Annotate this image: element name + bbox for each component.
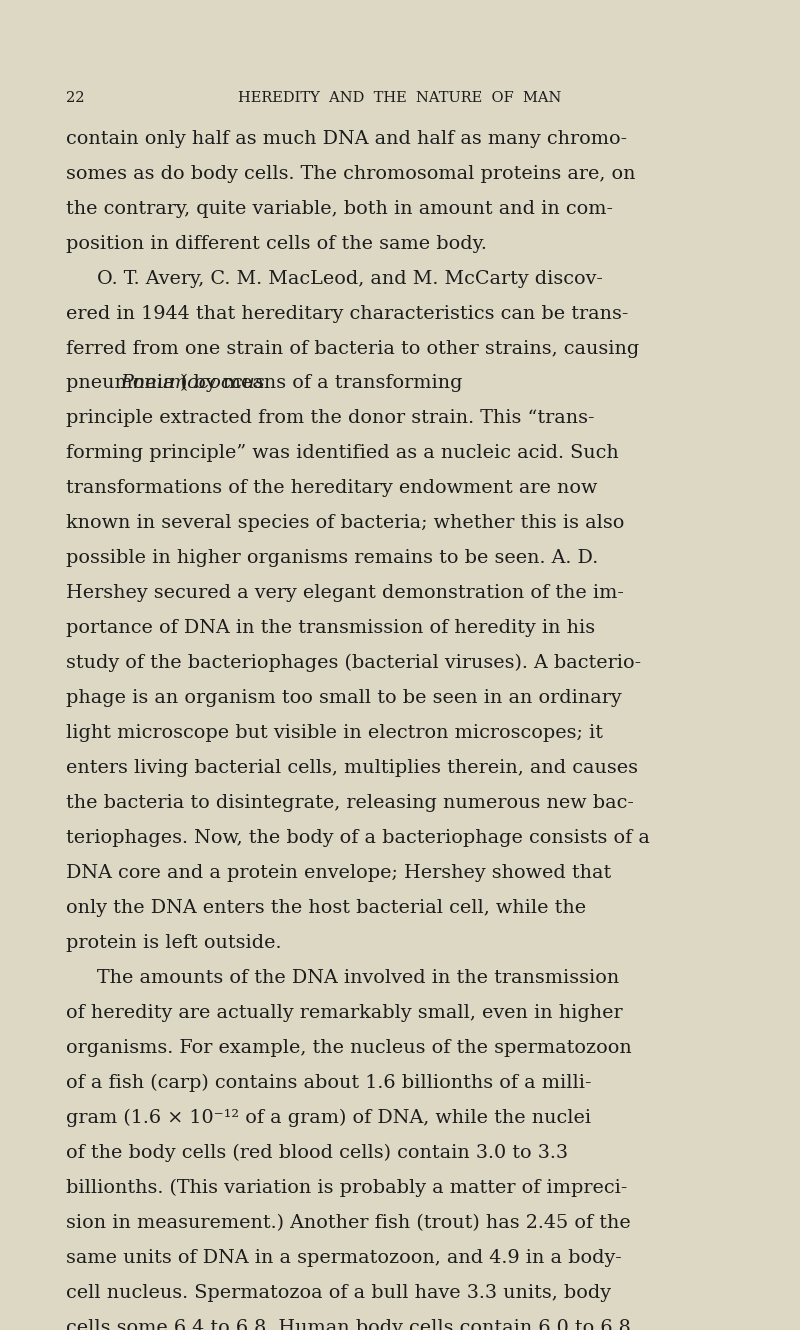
- Text: cell nucleus. Spermatozoa of a bull have 3.3 units, body: cell nucleus. Spermatozoa of a bull have…: [66, 1283, 611, 1302]
- Text: teriophages. Now, the body of a bacteriophage consists of a: teriophages. Now, the body of a bacterio…: [66, 829, 650, 847]
- Text: possible in higher organisms remains to be seen. A. D.: possible in higher organisms remains to …: [66, 549, 598, 568]
- Text: pneumonia (: pneumonia (: [66, 374, 189, 392]
- Text: principle extracted from the donor strain. This “trans-: principle extracted from the donor strai…: [66, 410, 595, 427]
- Text: study of the bacteriophages (bacterial viruses). A bacterio-: study of the bacteriophages (bacterial v…: [66, 654, 642, 673]
- Text: same units of DNA in a spermatozoon, and 4.9 in a body-: same units of DNA in a spermatozoon, and…: [66, 1249, 622, 1267]
- Text: contain only half as much DNA and half as many chromo-: contain only half as much DNA and half a…: [66, 129, 627, 148]
- Text: the bacteria to disintegrate, releasing numerous new bac-: the bacteria to disintegrate, releasing …: [66, 794, 634, 813]
- Text: light microscope but visible in electron microscopes; it: light microscope but visible in electron…: [66, 725, 603, 742]
- Text: somes as do body cells. The chromosomal proteins are, on: somes as do body cells. The chromosomal …: [66, 165, 636, 182]
- Text: transformations of the hereditary endowment are now: transformations of the hereditary endowm…: [66, 479, 598, 497]
- Text: ) by means of a transforming: ) by means of a transforming: [179, 374, 462, 392]
- Text: cells some 6.4 to 6.8. Human body cells contain 6.0 to 6.8: cells some 6.4 to 6.8. Human body cells …: [66, 1319, 631, 1330]
- Text: position in different cells of the same body.: position in different cells of the same …: [66, 234, 487, 253]
- Text: Pneumococcus: Pneumococcus: [121, 375, 265, 392]
- Text: only the DNA enters the host bacterial cell, while the: only the DNA enters the host bacterial c…: [66, 899, 586, 918]
- Text: sion in measurement.) Another fish (trout) has 2.45 of the: sion in measurement.) Another fish (trou…: [66, 1214, 631, 1232]
- Text: billionths. (This variation is probably a matter of impreci-: billionths. (This variation is probably …: [66, 1178, 628, 1197]
- Text: ered in 1944 that hereditary characteristics can be trans-: ered in 1944 that hereditary characteris…: [66, 305, 629, 323]
- Text: protein is left outside.: protein is left outside.: [66, 934, 282, 952]
- Text: phage is an organism too small to be seen in an ordinary: phage is an organism too small to be see…: [66, 689, 622, 708]
- Text: HEREDITY  AND  THE  NATURE  OF  MAN: HEREDITY AND THE NATURE OF MAN: [238, 92, 562, 105]
- Text: 22: 22: [66, 92, 85, 105]
- Text: enters living bacterial cells, multiplies therein, and causes: enters living bacterial cells, multiplie…: [66, 759, 638, 777]
- Text: the contrary, quite variable, both in amount and in com-: the contrary, quite variable, both in am…: [66, 200, 614, 218]
- Text: of the body cells (red blood cells) contain 3.0 to 3.3: of the body cells (red blood cells) cont…: [66, 1144, 568, 1162]
- Text: DNA core and a protein envelope; Hershey showed that: DNA core and a protein envelope; Hershey…: [66, 864, 612, 882]
- Text: organisms. For example, the nucleus of the spermatozoon: organisms. For example, the nucleus of t…: [66, 1039, 632, 1057]
- Text: portance of DNA in the transmission of heredity in his: portance of DNA in the transmission of h…: [66, 620, 595, 637]
- Text: The amounts of the DNA involved in the transmission: The amounts of the DNA involved in the t…: [97, 970, 619, 987]
- Text: O. T. Avery, C. M. MacLeod, and M. McCarty discov-: O. T. Avery, C. M. MacLeod, and M. McCar…: [97, 270, 602, 287]
- Text: known in several species of bacteria; whether this is also: known in several species of bacteria; wh…: [66, 515, 625, 532]
- Text: forming principle” was identified as a nucleic acid. Such: forming principle” was identified as a n…: [66, 444, 619, 463]
- Text: Hershey secured a very elegant demonstration of the im-: Hershey secured a very elegant demonstra…: [66, 584, 624, 602]
- Text: of a fish (carp) contains about 1.6 billionths of a milli-: of a fish (carp) contains about 1.6 bill…: [66, 1073, 592, 1092]
- Text: of heredity are actually remarkably small, even in higher: of heredity are actually remarkably smal…: [66, 1004, 623, 1023]
- Text: ferred from one strain of bacteria to other strains, causing: ferred from one strain of bacteria to ot…: [66, 339, 640, 358]
- Text: gram (1.6 × 10⁻¹² of a gram) of DNA, while the nuclei: gram (1.6 × 10⁻¹² of a gram) of DNA, whi…: [66, 1109, 591, 1127]
